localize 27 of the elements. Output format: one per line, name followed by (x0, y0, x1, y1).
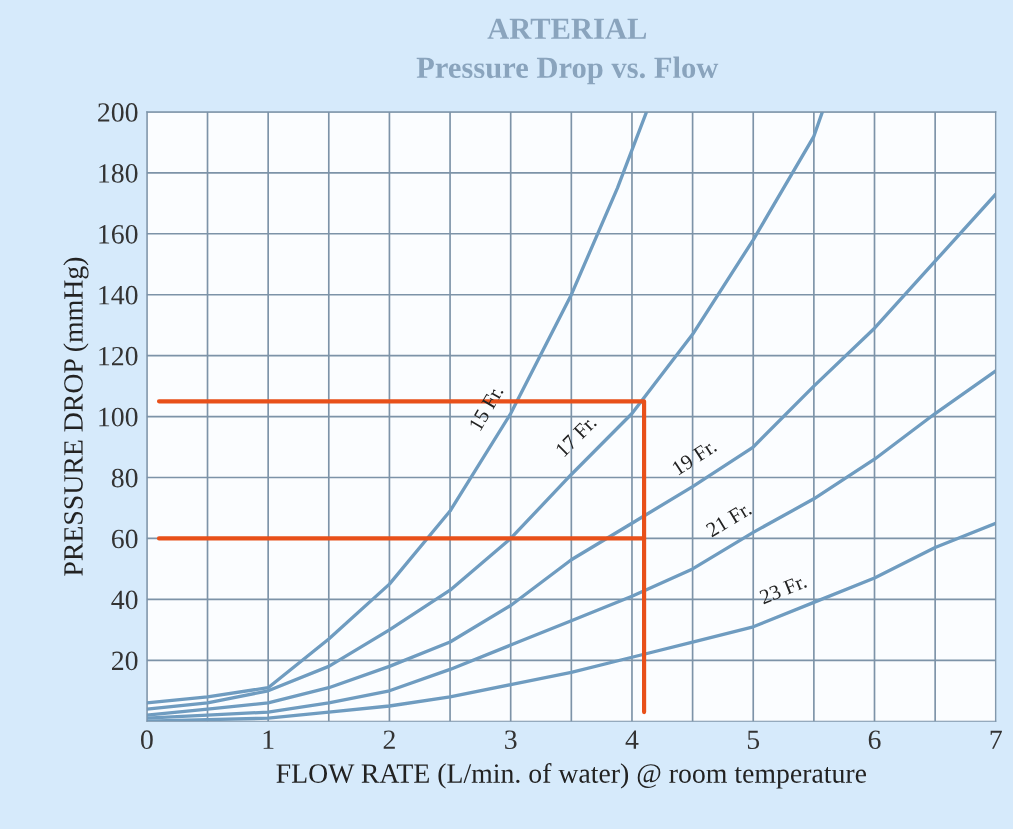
text: 23 Fr. (758, 574, 808, 605)
x-tick-label: 2 (383, 730, 395, 749)
y-tick-label: 20 (111, 651, 138, 671)
y-tick-label: 120 (99, 346, 138, 366)
x-tick-label: 7 (990, 730, 1002, 749)
y-tick-label: 200 (98, 103, 138, 122)
y-tick-label: 80 (111, 468, 138, 488)
text: 19 Fr. (671, 438, 718, 476)
x-tick-label: 5 (747, 730, 760, 750)
text: 21 Fr. (705, 501, 753, 538)
y-tick-label: 100 (99, 407, 138, 427)
y-tick-label: 180 (99, 164, 138, 183)
y-axis-title: PRESSURE DROP (mmHg) (63, 257, 89, 576)
text: 15 Fr. (468, 384, 504, 432)
y-tick-label: 160 (99, 224, 138, 244)
text: 17 Fr. (555, 415, 598, 458)
x-axis-title: FLOW RATE (L/min. of water) @ room temperature (276, 763, 867, 789)
chart-subtitle: Pressure Drop vs. Flow (416, 56, 719, 85)
y-tick-label: 140 (99, 285, 138, 305)
x-tick-label: 4 (625, 730, 639, 749)
x-tick-label: 1 (263, 730, 274, 749)
x-tick-label: 3 (505, 730, 517, 750)
y-tick-label: 40 (111, 590, 138, 610)
chart-title: ARTERIAL (487, 18, 647, 39)
x-tick-label: 6 (868, 730, 881, 750)
y-tick-label: 60 (111, 529, 138, 549)
x-tick-label: 0 (141, 730, 153, 750)
